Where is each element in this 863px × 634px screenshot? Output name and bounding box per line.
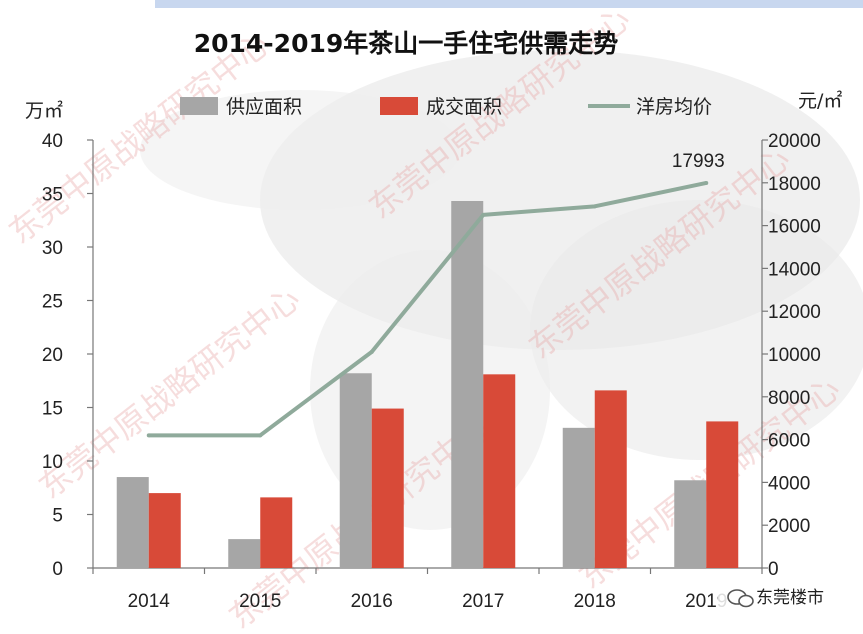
bar-supply — [339, 373, 372, 568]
y-right-tick-label: 14000 — [768, 259, 821, 280]
bar-supply — [228, 539, 261, 568]
y-left-tick-label: 5 — [52, 506, 63, 527]
y-left-ticks: 0 5 10 15 20 25 30 35 40 — [42, 131, 93, 580]
price-point — [481, 212, 486, 217]
bar-supply — [562, 427, 595, 568]
legend-swatch-supply — [180, 97, 218, 115]
bar-sales — [148, 493, 181, 568]
y-right-unit: 元/㎡ — [798, 89, 842, 112]
y-left-tick-label: 25 — [42, 292, 63, 313]
brand-label: 东莞楼市 — [756, 588, 824, 608]
price-point — [704, 180, 709, 185]
bar-sales — [706, 421, 739, 568]
y-left-unit: 万㎡ — [25, 99, 63, 122]
legend-label-price: 洋房均价 — [636, 96, 712, 118]
legend: 供应面积 成交面积 洋房均价 — [180, 96, 712, 118]
legend-swatch-sales — [380, 97, 418, 115]
y-right-tick-label: 8000 — [768, 388, 810, 409]
x-tick-label: 2017 — [462, 591, 504, 612]
wechat-icon — [727, 589, 754, 608]
y-left-tick-label: 40 — [42, 131, 63, 152]
bar-supply — [116, 477, 149, 568]
bar-supply — [674, 480, 707, 568]
y-left-tick-label: 0 — [52, 559, 63, 580]
price-point — [146, 433, 151, 438]
x-tick-label: 2014 — [128, 591, 171, 612]
bar-sales — [594, 390, 627, 568]
price-annotation: 17993 — [672, 151, 725, 172]
bar-supply — [451, 200, 484, 569]
price-point — [592, 204, 597, 209]
brand-badge: 东莞楼市 — [718, 580, 863, 614]
bar-sales — [483, 374, 516, 568]
bars — [116, 200, 739, 569]
y-right-tick-label: 6000 — [768, 431, 810, 452]
legend-label-supply: 供应面积 — [226, 96, 302, 118]
x-ticks: 2014 2015 2016 2017 2018 2019 — [92, 568, 763, 612]
y-right-tick-label: 0 — [768, 559, 779, 580]
legend-label-sales: 成交面积 — [426, 96, 502, 118]
x-tick-label: 2016 — [351, 591, 393, 612]
y-right-tick-label: 18000 — [768, 174, 821, 195]
y-right-tick-label: 16000 — [768, 217, 821, 238]
y-left-tick-label: 20 — [42, 345, 63, 366]
y-left-tick-label: 15 — [42, 399, 63, 420]
x-tick-label: 2019 — [685, 591, 727, 612]
price-line — [146, 180, 709, 438]
y-right-tick-label: 4000 — [768, 473, 810, 494]
price-point — [258, 433, 263, 438]
y-left-tick-label: 30 — [42, 238, 63, 259]
price-point — [369, 349, 374, 354]
y-right-tick-label: 12000 — [768, 302, 821, 323]
bar-sales — [260, 497, 293, 568]
y-right-tick-label: 2000 — [768, 516, 810, 537]
price-line-path — [148, 180, 707, 438]
x-tick-label: 2018 — [574, 591, 616, 612]
y-right-tick-label: 10000 — [768, 345, 821, 366]
chart-title: 2014-2019年茶山一手住宅供需走势 — [194, 29, 619, 58]
bar-sales — [371, 408, 404, 568]
y-right-ticks: 0 2000 4000 6000 8000 10000 12000 14000 16000 180… — [762, 131, 821, 580]
y-right-tick-label: 20000 — [768, 131, 821, 152]
annotations: 17993 — [672, 151, 725, 172]
x-tick-label: 2015 — [239, 591, 281, 612]
y-left-tick-label: 10 — [42, 452, 63, 473]
y-left-tick-label: 35 — [42, 185, 63, 206]
